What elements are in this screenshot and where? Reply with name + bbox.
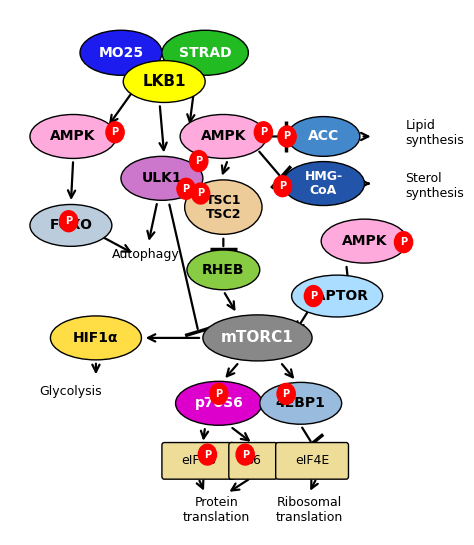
Text: eIF4E: eIF4E [295,455,329,468]
Text: HMG-
CoA: HMG- CoA [304,170,343,197]
Ellipse shape [187,250,260,290]
Circle shape [273,175,292,197]
Text: Glycolysis: Glycolysis [40,385,102,398]
Ellipse shape [123,60,205,102]
Text: MO25: MO25 [99,46,144,60]
Text: TSC1
TSC2: TSC1 TSC2 [206,193,241,221]
Ellipse shape [283,161,365,205]
Ellipse shape [185,180,262,234]
Circle shape [177,178,195,199]
Text: P: P [260,128,267,137]
Ellipse shape [321,219,408,263]
Ellipse shape [292,275,383,317]
Text: Lipid
synthesis: Lipid synthesis [405,119,464,147]
Ellipse shape [287,117,360,156]
Ellipse shape [50,316,141,360]
Text: P: P [204,450,211,459]
Circle shape [106,122,124,143]
Text: RHEB: RHEB [202,263,245,277]
Text: P: P [182,184,190,194]
Ellipse shape [162,31,248,75]
Text: P: P [400,237,407,247]
Circle shape [60,211,78,232]
Circle shape [198,444,217,465]
FancyBboxPatch shape [276,443,348,479]
Circle shape [190,150,208,172]
Text: STRAD: STRAD [179,46,231,60]
Ellipse shape [121,156,203,201]
Ellipse shape [203,315,312,361]
Text: P: P [242,450,249,459]
Text: AMPK: AMPK [201,130,246,143]
Text: P: P [215,389,222,399]
Circle shape [236,444,254,465]
Text: 4EBP1: 4EBP1 [276,396,326,410]
Text: S6: S6 [245,455,261,468]
Text: Autophagy: Autophagy [112,247,180,261]
Text: FOXO: FOXO [49,219,92,232]
Circle shape [277,384,295,404]
Text: ACC: ACC [308,130,339,143]
Text: Sterol
synthesis: Sterol synthesis [405,172,464,199]
Ellipse shape [30,204,112,246]
Circle shape [191,183,210,204]
Text: P: P [310,291,317,301]
Text: RAPTOR: RAPTOR [305,289,369,303]
Text: Ribosomal
translation: Ribosomal translation [276,496,344,524]
Text: LKB1: LKB1 [143,74,186,89]
Ellipse shape [80,31,162,75]
Text: P: P [283,389,290,399]
Circle shape [394,232,413,253]
Ellipse shape [175,382,262,425]
Text: P: P [65,216,72,226]
Text: mTORC1: mTORC1 [221,330,294,346]
Text: HIF1α: HIF1α [73,331,118,345]
Circle shape [210,384,228,404]
Text: eIF4B: eIF4B [181,455,216,468]
Ellipse shape [260,383,342,424]
Text: P: P [111,128,118,137]
Circle shape [304,286,322,306]
Text: ULK1: ULK1 [142,171,182,185]
Text: AMPK: AMPK [342,234,387,248]
Circle shape [278,126,296,147]
FancyBboxPatch shape [162,443,235,479]
Text: P: P [283,131,291,142]
Text: Protein
translation: Protein translation [183,496,250,524]
Text: P: P [197,189,204,198]
Ellipse shape [30,114,117,159]
Text: P: P [195,156,202,166]
Text: p70S6: p70S6 [194,396,243,410]
FancyBboxPatch shape [229,443,277,479]
Circle shape [254,122,273,143]
Text: P: P [279,181,286,191]
Ellipse shape [180,114,266,159]
Text: AMPK: AMPK [50,130,96,143]
